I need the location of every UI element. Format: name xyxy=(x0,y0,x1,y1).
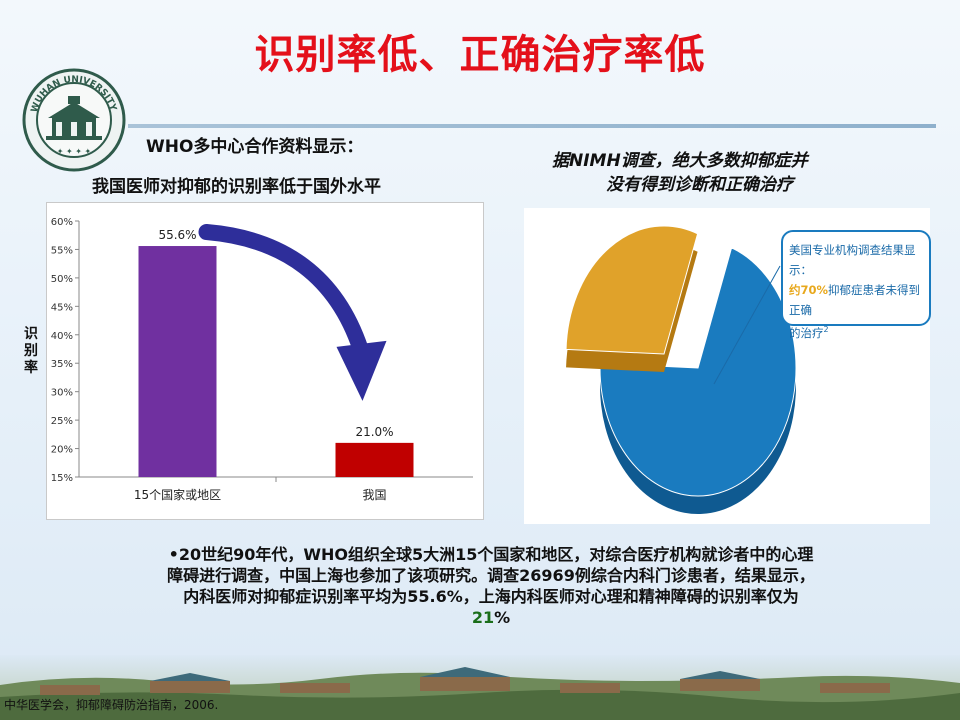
bar-chart-panel: 15% 20% 25% 30% 35% 40% 45% 50% 55% 60% 55.6% 15个国家… xyxy=(46,202,484,520)
callout-line3-text: 的治疗 xyxy=(789,325,824,340)
survey-callout-box: 美国专业机构调查结果显示： 约70%抑郁症患者未得到正确 的治疗2 xyxy=(781,230,931,340)
svg-text:✦ ✦ ✦ ✦: ✦ ✦ ✦ ✦ xyxy=(57,147,92,156)
nimh-heading-line2: 没有得到诊断和正确治疗 xyxy=(606,175,793,195)
header-divider xyxy=(128,124,936,128)
x-category-label: 我国 xyxy=(362,488,386,502)
pie-chart xyxy=(565,225,797,514)
body-line1: •20世纪90年代，WHO组织全球5大洲15个国家和地区，对综合医疗机构就诊者中… xyxy=(168,545,814,564)
body-highlight-value: 21 xyxy=(471,608,495,627)
x-category-label: 15个国家或地区 xyxy=(134,487,221,502)
body-line3: 内科医师对抑郁症识别率平均为55.6%，上海内科医师对心理和精神障碍的识别率仅为 xyxy=(183,587,799,606)
citation-footer: 中华医学会，抑郁障碍防治指南，2006. xyxy=(4,698,219,712)
bar-2 xyxy=(335,442,414,477)
pie-slice-1 xyxy=(599,247,797,497)
y-tick-label: 55% xyxy=(51,245,73,256)
y-tick-label: 35% xyxy=(51,359,73,370)
y-tick-label: 15% xyxy=(51,473,73,484)
bar-1 xyxy=(138,246,217,477)
y-tick-label: 40% xyxy=(51,331,73,342)
body-line4: 21% xyxy=(96,607,886,628)
y-tick-label: 20% xyxy=(51,445,73,456)
body-percent-sign: % xyxy=(494,608,511,627)
y-tick-label: 50% xyxy=(51,274,73,285)
decline-arrow-head xyxy=(336,340,387,401)
callout-line1: 美国专业机构调查结果显示： xyxy=(789,243,916,277)
decline-arrow-shaft xyxy=(198,224,369,357)
callout-line2-rest: 抑郁症患者未得到正确 xyxy=(789,283,921,317)
y-tick-label: 30% xyxy=(51,388,73,399)
callout-highlight: 约70% xyxy=(789,283,829,297)
callout-leader-line xyxy=(713,265,781,385)
y-tick-label: 25% xyxy=(51,416,73,427)
who-subheading: 我国医师对抑郁的识别率低于国外水平 xyxy=(92,177,381,197)
body-line2: 障碍进行调查，中国上海也参加了该项研究。调查26969例综合内科门诊患者，结果显… xyxy=(167,566,815,585)
bar-chart: 15% 20% 25% 30% 35% 40% 45% 50% 55% 60% 55.6% 15个国家… xyxy=(51,217,473,502)
bar-data-label: 55.6% xyxy=(158,228,196,242)
university-logo: WUHAN UNIVERSITY ✦ ✦ ✦ ✦ xyxy=(22,68,126,172)
y-axis-label: 识别率 xyxy=(24,326,38,376)
pie-slice-2 xyxy=(565,225,699,355)
nimh-heading-line1: 据NIMH调查，绝大多数抑郁症并 xyxy=(552,151,808,171)
callout-superscript: 2 xyxy=(823,325,829,334)
body-paragraph: •20世纪90年代，WHO组织全球5大洲15个国家和地区，对综合医疗机构就诊者中… xyxy=(96,544,886,628)
y-tick-label: 60% xyxy=(51,217,73,228)
campus-panorama-image xyxy=(0,655,960,720)
who-heading: WHO多中心合作资料显示： xyxy=(146,137,364,157)
slide-title: 识别率低、正确治疗率低 xyxy=(254,32,706,78)
bar-data-label: 21.0% xyxy=(355,425,393,439)
y-tick-label: 45% xyxy=(51,302,73,313)
callout-line2: 约70%抑郁症患者未得到正确 xyxy=(789,280,923,320)
callout-line3: 的治疗2 xyxy=(789,320,923,343)
